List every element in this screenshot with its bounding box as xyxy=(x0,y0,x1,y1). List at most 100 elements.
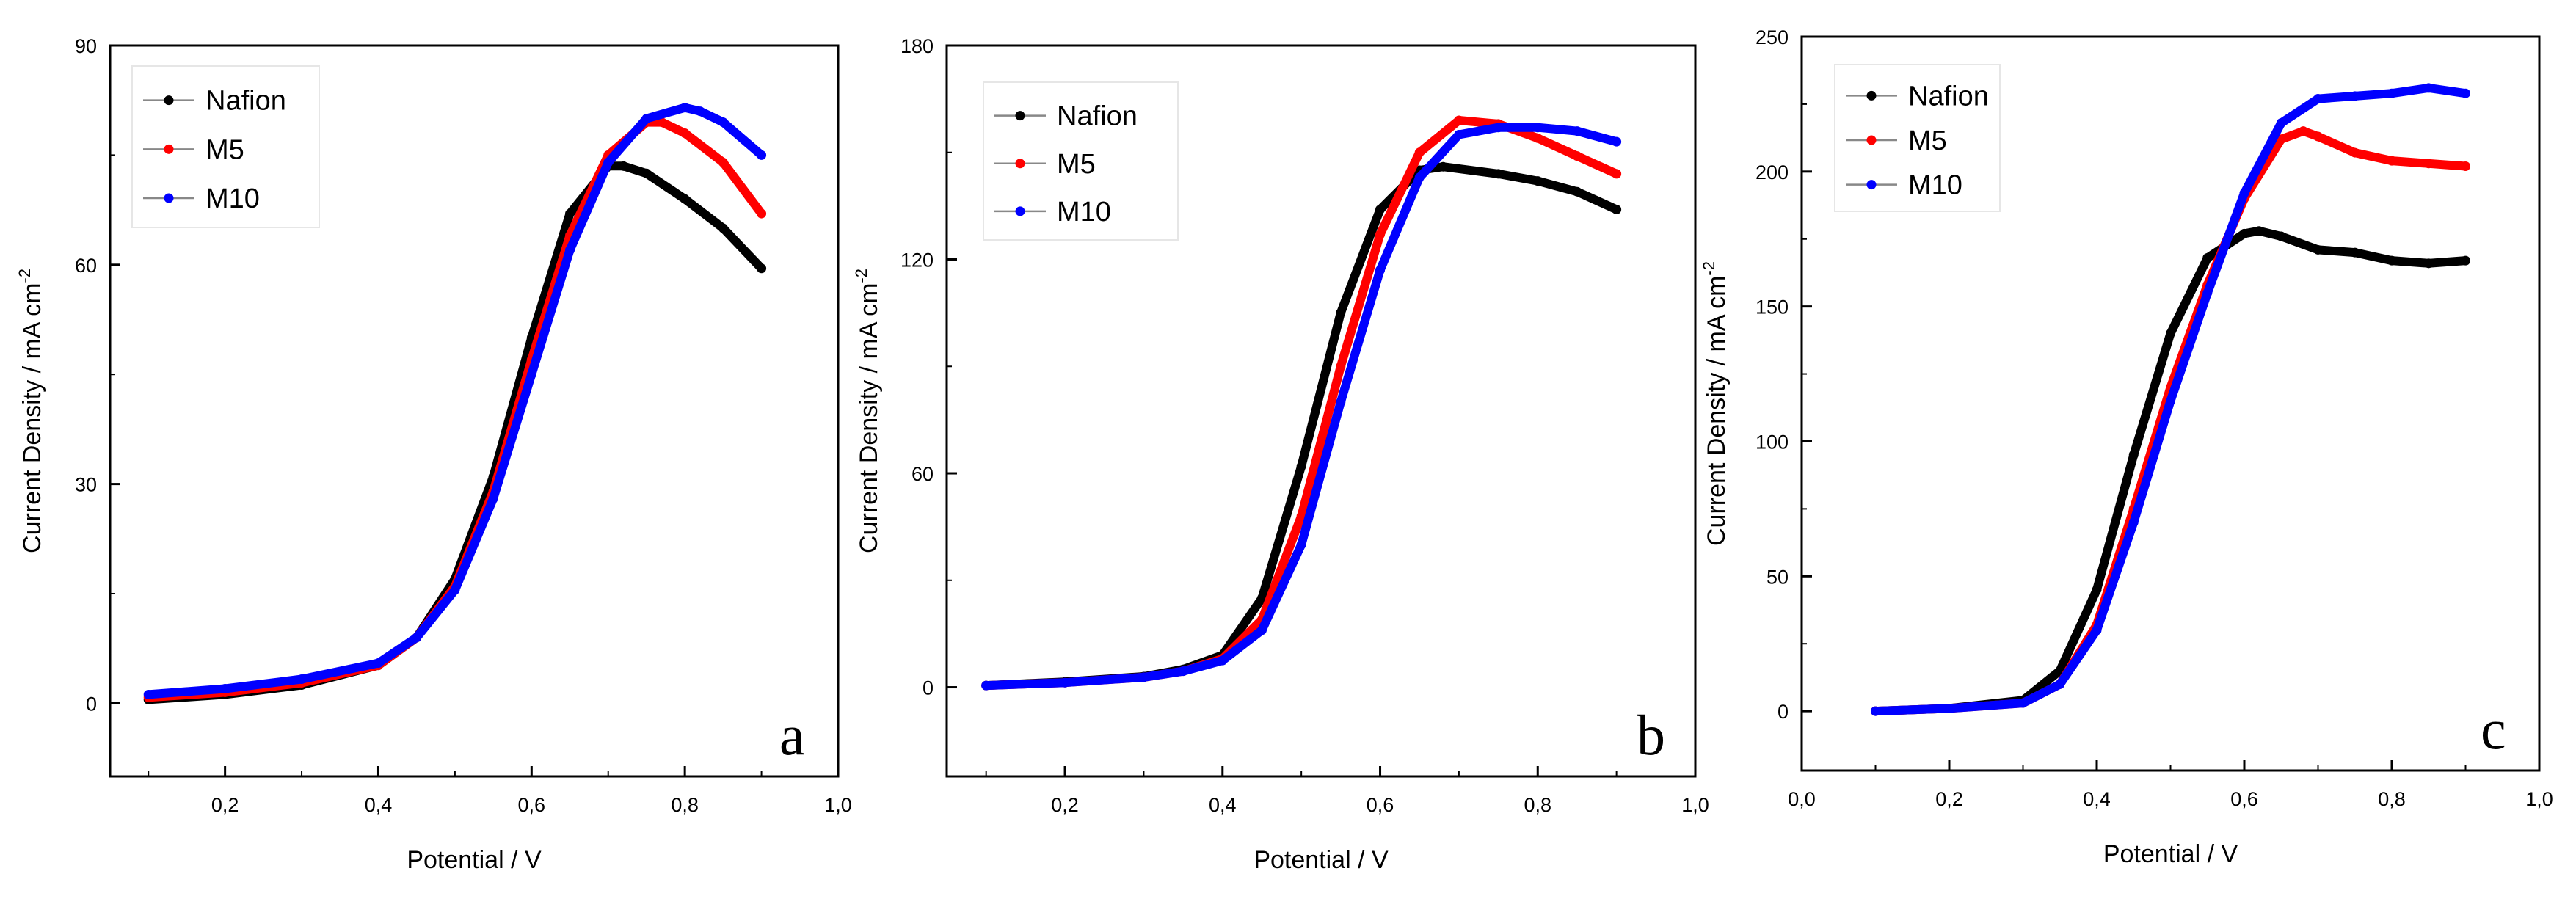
x-tick-label: 0,2 xyxy=(1935,788,1963,810)
data-point-m10 xyxy=(1178,666,1188,677)
data-point-m5 xyxy=(2387,156,2397,166)
data-point-m10 xyxy=(1871,706,1880,716)
data-point-m5 xyxy=(1336,361,1346,371)
data-point-m10 xyxy=(1414,172,1425,183)
data-point-nafion xyxy=(2092,585,2102,595)
x-axis-title: Potential / V xyxy=(1254,846,1389,874)
legend-label-m5: M5 xyxy=(1908,125,1947,156)
y-axis-title-superscript: -2 xyxy=(1700,261,1718,276)
chart-panel-b: 0,2 0,4 0,6 0,8 1,0 0 60 120 180 Potential / V Cur… xyxy=(852,35,1709,874)
data-point-m10 xyxy=(1612,136,1622,147)
y-axis-title-text: Current Density / mA cm xyxy=(18,283,46,553)
data-point-m10 xyxy=(1296,539,1306,550)
data-point-m10 xyxy=(1256,625,1267,635)
data-point-m10 xyxy=(143,689,153,699)
x-tick-label: 1,0 xyxy=(1681,794,1709,816)
data-point-m10 xyxy=(603,157,614,167)
data-point-nafion xyxy=(641,168,652,178)
data-point-nafion xyxy=(2423,258,2434,269)
x-tick-label: 0,2 xyxy=(211,794,239,816)
y-tick-label: 0 xyxy=(1778,701,1789,723)
x-tick-label: 1,0 xyxy=(824,794,852,816)
data-point-m5 xyxy=(2298,126,2308,136)
y-tick-label: 250 xyxy=(1755,26,1789,48)
data-point-m10 xyxy=(2350,91,2360,101)
legend: Nafion M5 M10 xyxy=(131,65,320,228)
x-tick-label: 1,0 xyxy=(2525,788,2553,810)
legend-marker-m10 xyxy=(1015,206,1025,216)
x-tick-label: 0,4 xyxy=(1209,794,1237,816)
data-point-m10 xyxy=(2166,396,2175,406)
legend-label-nafion: Nafion xyxy=(205,86,286,117)
chart-panel-c: 0,0 0,2 0,4 0,6 0,8 1,0 0 50 100 150 200 250 Potenti… xyxy=(1700,26,2553,868)
data-point-m10 xyxy=(1138,672,1149,682)
y-axis-title: Current Density / mA cm-2 xyxy=(1700,261,1731,546)
x-tick-label: 0,4 xyxy=(365,794,393,816)
data-point-m5 xyxy=(680,128,690,139)
y-axis-title: Current Density / mA cm-2 xyxy=(852,269,883,553)
data-point-nafion xyxy=(565,208,575,219)
data-point-nafion xyxy=(2239,228,2249,238)
legend-marker-m5 xyxy=(1866,135,1877,145)
data-point-nafion xyxy=(680,194,690,204)
series-line-nafion xyxy=(981,162,1621,691)
legend-box xyxy=(983,81,1179,241)
data-point-nafion xyxy=(1612,204,1622,214)
plot-frame xyxy=(109,44,840,778)
x-axis-title: Potential / V xyxy=(407,846,542,874)
x-axis-title: Potential / V xyxy=(2103,840,2238,868)
data-point-m10 xyxy=(2239,188,2249,198)
y-tick-label: 60 xyxy=(912,463,934,485)
data-point-m5 xyxy=(1572,151,1582,161)
y-tick-label: 100 xyxy=(1755,431,1789,453)
y-tick-label: 60 xyxy=(75,255,97,277)
data-point-m10 xyxy=(2461,88,2470,98)
data-point-nafion xyxy=(2166,328,2175,338)
legend-marker-m5 xyxy=(164,144,174,154)
data-point-nafion xyxy=(619,161,629,171)
legend-label-m10: M10 xyxy=(205,183,260,214)
legend: Nafion M5 M10 xyxy=(1834,64,2001,212)
data-point-m5 xyxy=(1532,133,1543,143)
data-point-m10 xyxy=(220,683,230,693)
data-point-m5 xyxy=(1375,230,1386,240)
data-point-m5 xyxy=(2313,131,2323,142)
data-point-m10 xyxy=(1532,123,1543,133)
data-point-m10 xyxy=(296,674,307,685)
legend-label-nafion: Nafion xyxy=(1057,101,1138,132)
data-point-m10 xyxy=(2055,679,2065,689)
data-point-m5 xyxy=(1454,115,1464,125)
legend-marker-m10 xyxy=(164,193,174,203)
data-point-m10 xyxy=(680,103,690,113)
panel-label: b xyxy=(1637,703,1665,767)
legend-marker-m5 xyxy=(1015,159,1025,169)
data-point-m10 xyxy=(2202,288,2213,298)
x-tick-label: 0,4 xyxy=(2083,788,2111,810)
data-point-m5 xyxy=(718,157,728,167)
data-point-nafion xyxy=(1493,169,1504,179)
data-point-m10 xyxy=(450,585,460,595)
data-point-m5 xyxy=(2350,147,2360,158)
data-point-m5 xyxy=(1612,169,1622,179)
data-point-m10 xyxy=(526,369,536,379)
y-tick-label: 30 xyxy=(75,474,97,496)
y-axis-title-text: Current Density / mA cm xyxy=(855,283,883,553)
y-tick-label: 0 xyxy=(86,693,97,715)
data-point-nafion xyxy=(2276,231,2286,241)
data-point-m5 xyxy=(657,117,667,128)
legend-marker-nafion xyxy=(164,95,174,106)
data-point-nafion xyxy=(1438,161,1448,172)
data-point-nafion xyxy=(1375,204,1386,214)
data-point-m10 xyxy=(695,106,705,117)
y-tick-label: 120 xyxy=(900,249,934,272)
data-point-m10 xyxy=(1375,265,1386,275)
y-axis-title: Current Density / mA cm-2 xyxy=(15,269,46,553)
y-tick-label: 200 xyxy=(1755,161,1789,183)
x-tick-label: 0,8 xyxy=(2378,788,2406,810)
data-point-m10 xyxy=(2387,88,2397,98)
plot-frame xyxy=(945,44,1697,778)
data-point-m10 xyxy=(2092,625,2102,635)
data-point-nafion xyxy=(2350,247,2360,258)
data-point-nafion xyxy=(757,263,767,274)
